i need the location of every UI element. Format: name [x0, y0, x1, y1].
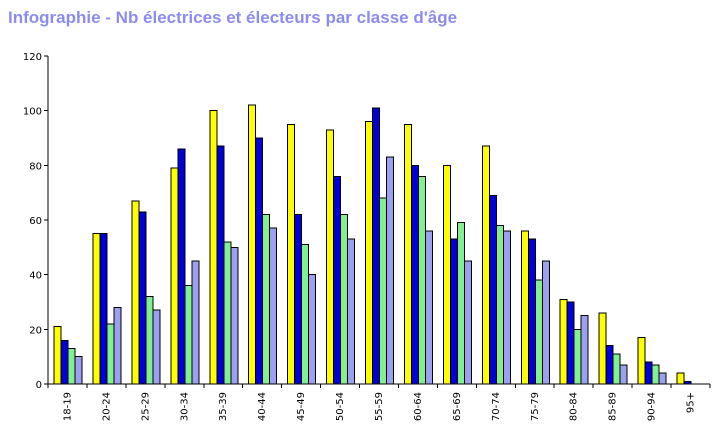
bar-70-74-series-1	[481, 145, 490, 385]
bar-45-49-series-4	[308, 274, 317, 385]
bar-90-94-series-3	[651, 364, 660, 385]
x-tick-label-65-69: 65-69	[452, 392, 463, 421]
bar-55-59-series-2	[372, 107, 381, 385]
y-tick-label: 100	[23, 107, 42, 118]
bar-35-39-series-2	[216, 145, 225, 385]
bar-85-89-series-4	[619, 364, 628, 385]
bar-18-19-series-4	[74, 356, 83, 385]
x-tick-label-25-29: 25-29	[140, 392, 151, 421]
x-tick-label-55-59: 55-59	[374, 392, 385, 421]
x-tick-label-80-84: 80-84	[569, 392, 580, 421]
bar-50-54-series-2	[333, 175, 342, 385]
bar-30-34-series-2	[177, 148, 186, 385]
x-tick-label-40-44: 40-44	[257, 392, 268, 421]
bar-35-39-series-4	[230, 246, 239, 385]
bar-60-64-series-2	[410, 164, 419, 385]
bar-40-44-series-2	[255, 137, 264, 385]
bar-20-24-series-4	[113, 306, 122, 385]
x-tick-label-18-19: 18-19	[62, 392, 73, 421]
bar-18-19-series-3	[67, 347, 76, 385]
bar-35-39-series-1	[209, 110, 218, 385]
x-tick-label-85-89: 85-89	[608, 392, 619, 421]
bar-60-64-series-4	[424, 230, 433, 385]
bar-30-34-series-1	[170, 167, 179, 385]
y-tick-label: 0	[36, 380, 42, 391]
bar-90-94-series-4	[658, 372, 667, 385]
bar-55-59-series-1	[365, 121, 374, 385]
bar-25-29-series-4	[152, 309, 161, 385]
bar-25-29-series-2	[138, 211, 147, 385]
y-tick-label: 20	[29, 325, 42, 336]
x-tick-label-30-34: 30-34	[179, 392, 190, 421]
bar-40-44-series-1	[248, 104, 257, 385]
bar-75-79-series-1	[520, 230, 529, 385]
bar-65-69-series-4	[463, 260, 472, 385]
bar-50-54-series-4	[347, 238, 356, 385]
bar-75-79-series-3	[534, 279, 543, 385]
bar-90-94-series-1	[637, 337, 646, 385]
bar-70-74-series-3	[495, 224, 504, 385]
x-tick-label-35-39: 35-39	[218, 392, 229, 421]
bar-45-49-series-3	[301, 244, 310, 385]
bar-45-49-series-1	[287, 123, 296, 385]
x-tick-label-60-64: 60-64	[413, 392, 424, 421]
bar-75-79-series-2	[527, 238, 536, 385]
bar-65-69-series-3	[456, 222, 465, 385]
bar-65-69-series-2	[449, 238, 458, 385]
bar-30-34-series-4	[191, 260, 200, 385]
bar-55-59-series-3	[379, 197, 388, 385]
x-tick-label-95+: 95+	[686, 392, 697, 413]
bar-30-34-series-3	[184, 285, 193, 385]
bar-80-84-series-4	[580, 315, 589, 385]
bar-80-84-series-1	[559, 298, 568, 385]
x-tick-label-70-74: 70-74	[491, 392, 502, 421]
y-tick-label: 60	[29, 216, 42, 227]
bar-35-39-series-3	[223, 241, 232, 385]
chart-title: Infographie - Nb électrices et électeurs…	[8, 8, 458, 27]
bar-75-79-series-4	[541, 260, 550, 385]
x-tick-label-50-54: 50-54	[335, 392, 346, 421]
bar-50-54-series-3	[340, 214, 349, 385]
bar-70-74-series-4	[502, 230, 511, 385]
x-tick-label-90-94: 90-94	[647, 392, 658, 421]
x-tick-label-20-24: 20-24	[101, 392, 112, 421]
bar-85-89-series-1	[598, 312, 607, 385]
bar-90-94-series-2	[644, 361, 653, 385]
bar-25-29-series-3	[145, 296, 154, 385]
bar-20-24-series-2	[99, 233, 108, 385]
bar-85-89-series-3	[612, 353, 621, 385]
y-tick-label: 80	[29, 161, 42, 172]
bar-95+-series-1	[676, 372, 685, 385]
bar-80-84-series-2	[566, 301, 575, 385]
bar-20-24-series-3	[106, 323, 115, 385]
bar-45-49-series-2	[294, 214, 303, 385]
bar-40-44-series-4	[269, 227, 278, 385]
bar-25-29-series-1	[131, 200, 140, 385]
x-tick-label-45-49: 45-49	[296, 392, 307, 421]
y-tick-label: 120	[23, 52, 42, 63]
bar-40-44-series-3	[262, 214, 271, 385]
y-tick-label: 40	[29, 271, 42, 282]
bar-85-89-series-2	[605, 345, 614, 385]
bar-50-54-series-1	[326, 129, 335, 385]
bar-20-24-series-1	[92, 233, 101, 385]
bar-60-64-series-3	[417, 175, 426, 385]
bar-70-74-series-2	[488, 194, 497, 385]
bar-55-59-series-4	[386, 156, 395, 385]
bar-80-84-series-3	[573, 328, 582, 385]
bar-60-64-series-1	[403, 123, 412, 385]
bar-18-19-series-2	[60, 339, 69, 385]
x-tick-label-75-79: 75-79	[530, 392, 541, 421]
bar-65-69-series-1	[442, 164, 451, 385]
bar-18-19-series-1	[53, 326, 62, 385]
